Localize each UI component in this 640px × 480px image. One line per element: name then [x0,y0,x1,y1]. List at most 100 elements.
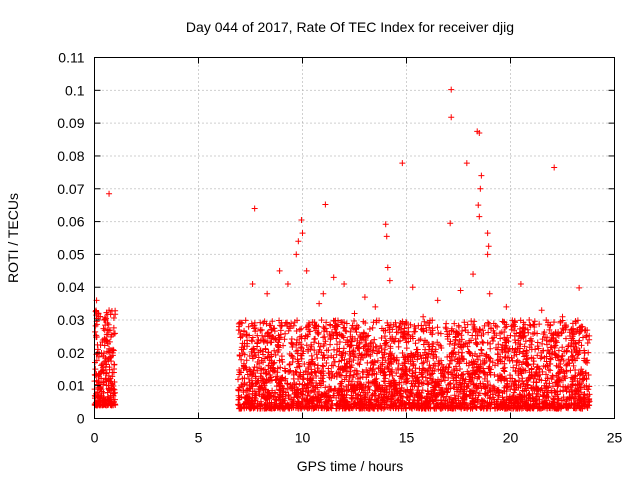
data-point [355,378,362,385]
data-point [531,318,538,325]
data-point [422,354,429,361]
data-point [305,331,312,338]
data-point [319,375,326,382]
data-point [581,349,588,356]
data-point [443,364,450,371]
data-point [501,368,508,375]
data-point [327,321,334,328]
data-point [239,375,246,382]
data-point [464,343,471,350]
data-point [359,374,366,381]
data-point [336,371,343,378]
data-point [450,328,457,335]
data-point [582,327,589,334]
data-point [243,343,250,350]
data-point [448,357,455,364]
data-point [490,383,497,390]
data-point [461,324,468,331]
data-point [306,393,313,400]
data-point [293,327,300,334]
data-point [565,343,572,350]
data-point [110,314,117,321]
data-point [271,405,278,412]
data-point [103,331,110,338]
data-point [317,369,324,376]
data-point [529,384,536,391]
data-point [276,380,283,387]
data-point [284,322,291,329]
data-point [418,355,425,362]
data-point [393,329,400,336]
data-point [527,374,534,381]
data-point [438,399,445,406]
data-point [248,382,255,389]
data-point [530,361,537,368]
data-point [371,336,378,343]
data-point [494,323,501,330]
data-point [513,405,520,412]
data-point [342,327,349,334]
data-point [410,361,417,368]
data-point [354,370,361,377]
data-point [456,337,463,344]
data-point [527,405,534,412]
data-point [311,339,318,346]
data-point [235,387,242,394]
data-point [508,399,515,406]
data-point [390,392,397,399]
data-point [341,392,348,399]
data-point [425,380,432,387]
data-point [239,350,246,357]
data-point [584,405,591,412]
data-point [304,397,311,404]
data-point [444,368,451,375]
data-point [509,378,516,385]
data-point [563,404,570,411]
data-point [560,401,567,408]
data-point [244,371,251,378]
data-point [475,384,482,391]
data-point [530,321,537,328]
data-point [275,339,282,346]
data-point [110,386,117,393]
data-point [382,221,389,228]
data-point [572,340,579,347]
data-point [284,380,291,387]
data-point [379,359,386,366]
data-point [521,343,528,350]
data-point [586,332,593,339]
data-point [271,368,278,375]
x-axis-label: GPS time / hours [297,458,404,474]
data-point [393,354,400,361]
data-point [510,389,517,396]
data-point [495,392,502,399]
data-point [330,362,337,369]
data-point [100,366,107,373]
data-point [381,388,388,395]
data-point [547,356,554,363]
data-point [112,307,119,314]
data-point [435,329,442,336]
data-point [100,325,107,332]
data-point [382,375,389,382]
data-point [327,332,334,339]
data-point [248,337,255,344]
data-point [294,347,301,354]
data-point [280,342,287,349]
data-point [421,402,428,409]
data-point [393,397,400,404]
data-point [295,238,302,245]
data-point [308,366,315,373]
data-point [420,328,427,335]
data-point [515,384,522,391]
data-point [429,327,436,334]
data-point [407,321,414,328]
data-point [326,393,333,400]
data-point [370,344,377,351]
data-point [472,389,479,396]
data-point [563,398,570,405]
data-point [448,371,455,378]
data-point [250,369,257,376]
data-point [494,360,501,367]
data-point [347,342,354,349]
